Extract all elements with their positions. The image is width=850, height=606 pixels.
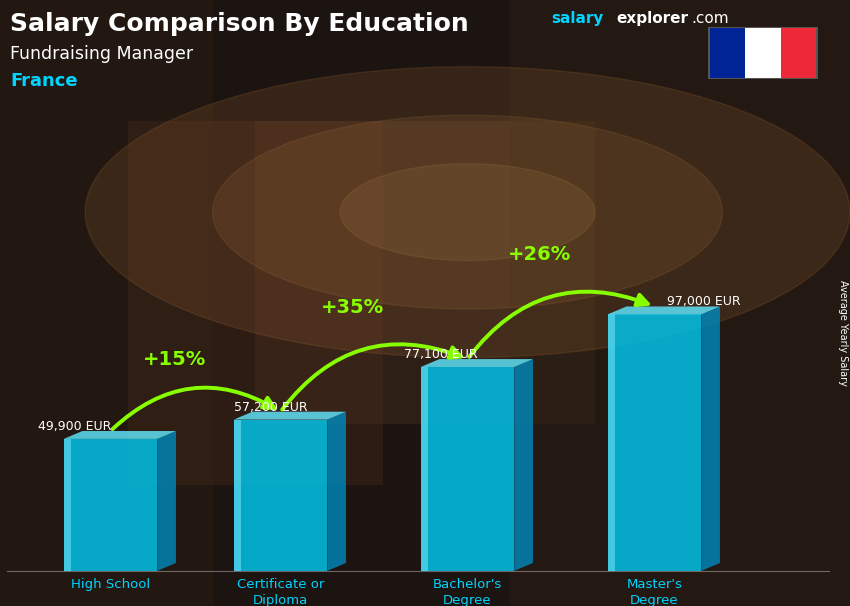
Text: 49,900 EUR: 49,900 EUR <box>38 420 111 433</box>
Text: explorer: explorer <box>616 11 689 26</box>
Polygon shape <box>234 419 241 571</box>
Text: .com: .com <box>691 11 728 26</box>
Bar <box>0 0 212 606</box>
Polygon shape <box>64 431 176 439</box>
Bar <box>745 28 780 78</box>
Text: Salary Comparison By Education: Salary Comparison By Education <box>10 12 469 36</box>
Polygon shape <box>327 411 346 571</box>
Text: Master's
Degree: Master's Degree <box>626 578 683 606</box>
Bar <box>255 121 595 424</box>
Text: 77,100 EUR: 77,100 EUR <box>404 348 478 361</box>
Polygon shape <box>157 431 176 571</box>
Text: Bachelor's
Degree: Bachelor's Degree <box>433 578 502 606</box>
Polygon shape <box>608 315 701 571</box>
Text: 57,200 EUR: 57,200 EUR <box>234 401 308 413</box>
Text: +15%: +15% <box>143 350 206 369</box>
Polygon shape <box>234 411 346 419</box>
Polygon shape <box>64 439 71 571</box>
Polygon shape <box>514 359 533 571</box>
Text: +35%: +35% <box>321 298 384 317</box>
Bar <box>780 28 816 78</box>
Polygon shape <box>421 367 514 571</box>
Text: Average Yearly Salary: Average Yearly Salary <box>838 281 848 386</box>
Polygon shape <box>234 419 327 571</box>
Text: +26%: +26% <box>508 245 571 264</box>
Polygon shape <box>421 359 533 367</box>
Text: Fundraising Manager: Fundraising Manager <box>10 45 193 64</box>
Polygon shape <box>85 67 850 358</box>
Text: salary: salary <box>551 11 604 26</box>
Polygon shape <box>421 367 428 571</box>
Text: Certificate or
Diploma: Certificate or Diploma <box>237 578 324 606</box>
Polygon shape <box>701 307 720 571</box>
Polygon shape <box>608 315 615 571</box>
Polygon shape <box>64 439 157 571</box>
Polygon shape <box>212 115 722 309</box>
Polygon shape <box>340 164 595 261</box>
Bar <box>510 0 850 606</box>
Bar <box>128 121 382 485</box>
Polygon shape <box>608 307 720 315</box>
Text: High School: High School <box>71 578 150 591</box>
Bar <box>710 28 745 78</box>
Bar <box>708 27 818 79</box>
Text: 97,000 EUR: 97,000 EUR <box>667 295 741 308</box>
Text: France: France <box>10 72 78 90</box>
